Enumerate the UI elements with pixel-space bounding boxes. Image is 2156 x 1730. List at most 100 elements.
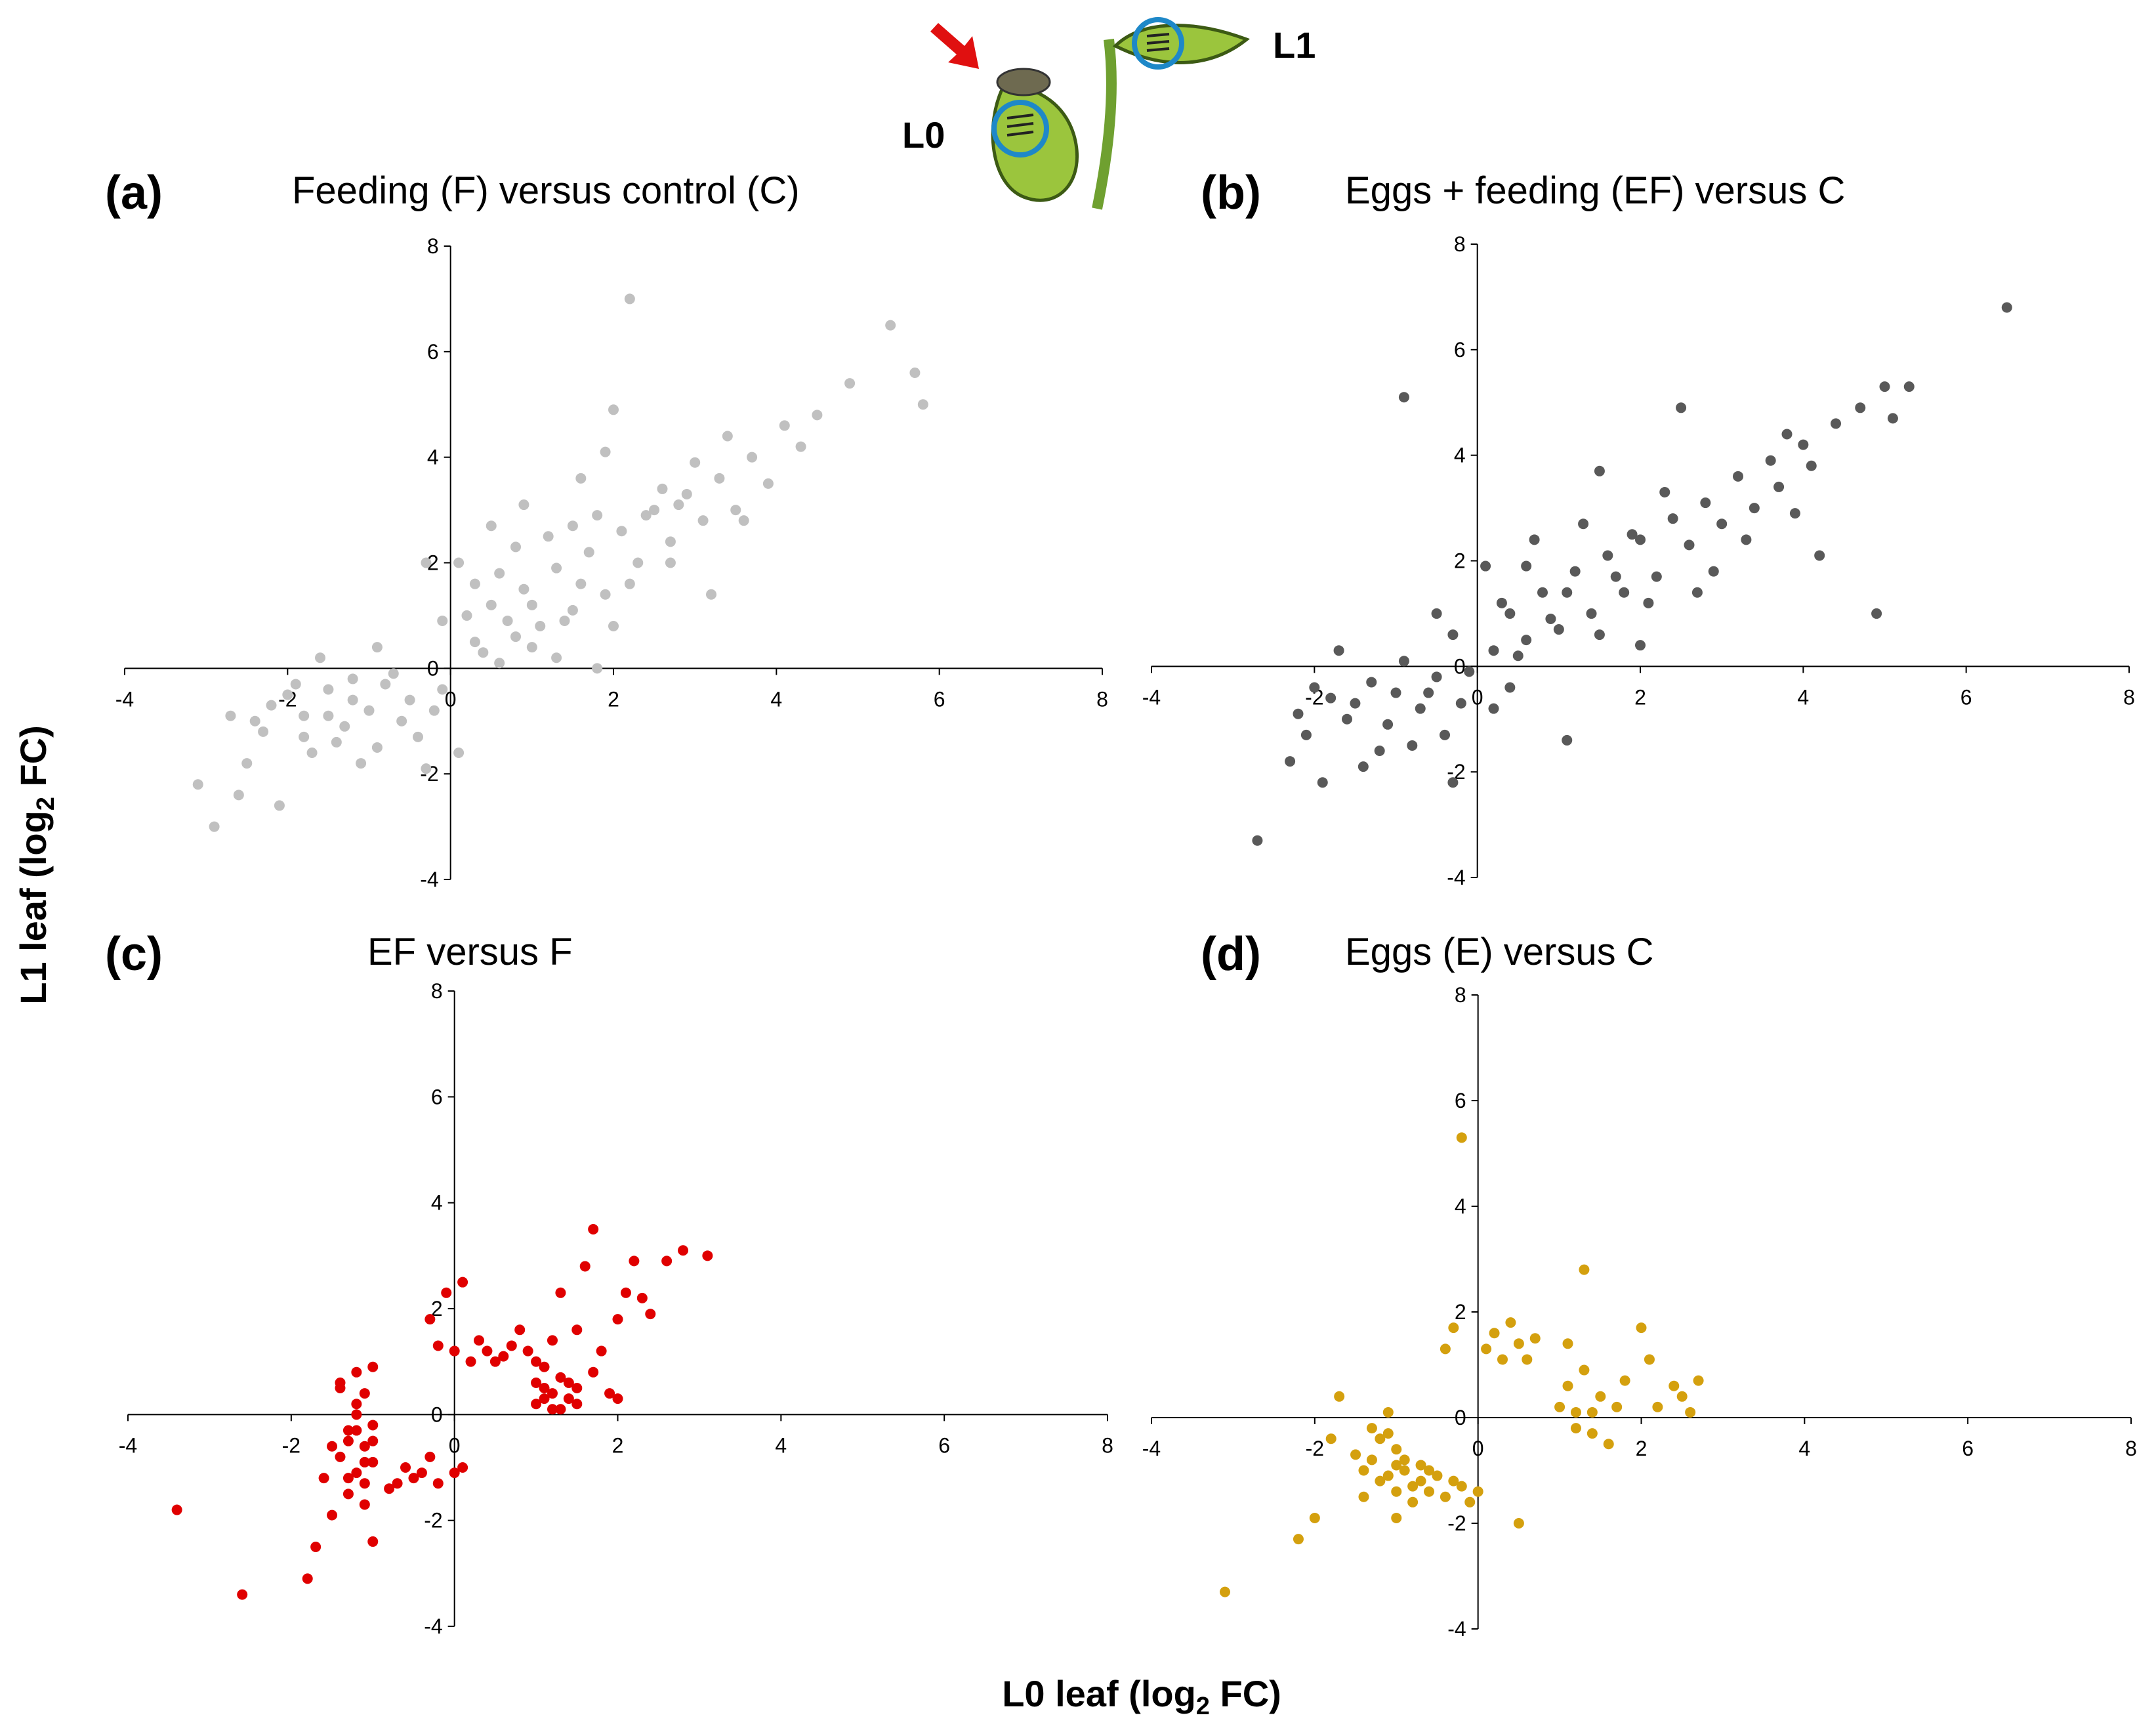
scatter-point	[359, 1478, 370, 1489]
scatter-point	[1456, 1481, 1467, 1492]
scatter-point	[844, 378, 856, 389]
panel-letter: (c)	[105, 928, 163, 981]
scatter-point	[432, 1340, 444, 1351]
x-tick-label: -2	[282, 1433, 301, 1457]
scatter-point	[673, 499, 684, 511]
y-tick-label: -4	[424, 1614, 442, 1638]
scatter-point	[408, 1473, 419, 1484]
scatter-point	[465, 1356, 476, 1367]
scatter-point	[1424, 1486, 1435, 1497]
scatter-point	[563, 1393, 574, 1404]
scatter-points	[192, 293, 928, 832]
scatter-point	[1448, 1475, 1459, 1487]
scatter-point	[531, 1377, 542, 1388]
scatter-point	[1733, 471, 1743, 482]
y-tick-label: 8	[427, 234, 439, 258]
scatter-point	[1391, 1486, 1402, 1497]
scatter-point	[469, 578, 480, 589]
scatter-point	[1472, 1486, 1483, 1497]
scatter-point	[1496, 597, 1507, 608]
scatter-point	[1398, 656, 1409, 667]
x-tick-label: -4	[119, 1433, 137, 1457]
x-tick-label: -2	[1306, 1437, 1324, 1460]
scatter-point	[543, 531, 554, 542]
scatter-point	[266, 700, 277, 711]
scatter-point	[432, 1478, 444, 1489]
scatter-point	[494, 658, 505, 669]
scatter-point	[575, 578, 587, 589]
x-tick-label: 0	[1472, 1437, 1484, 1460]
scatter-point	[551, 652, 562, 664]
scatter-point	[645, 1309, 656, 1320]
scatter-point	[1636, 1322, 1647, 1334]
scatter-point	[1424, 1465, 1435, 1476]
scatter-point	[1521, 560, 1532, 572]
scatter-point	[555, 1287, 566, 1298]
y-tick-label: 8	[1455, 983, 1466, 1007]
scatter-point	[1325, 692, 1337, 704]
x-tick-label: 4	[1798, 1437, 1810, 1460]
scatter-point	[1375, 1475, 1386, 1487]
panel-letter: (a)	[105, 167, 163, 219]
scatter-point	[535, 621, 546, 631]
y-tick-label: 2	[1454, 549, 1466, 573]
y-tick-label: -2	[1447, 1511, 1466, 1535]
scatter-point	[342, 1435, 354, 1446]
scatter-point	[1691, 587, 1703, 598]
scatter-point	[356, 758, 367, 769]
scatter-point	[730, 505, 741, 516]
scatter-point	[323, 710, 334, 721]
scatter-point	[1300, 729, 1312, 740]
scatter-point	[1545, 613, 1556, 624]
scatter-point	[567, 604, 578, 616]
scatter-point	[1489, 1328, 1500, 1339]
x-tick-label: 8	[2125, 1437, 2137, 1460]
scatter-points	[1219, 1132, 1704, 1597]
scatter-point	[1627, 529, 1638, 540]
scatter-point	[1773, 481, 1785, 492]
scatter-point	[347, 673, 358, 685]
y-tick-label: 6	[427, 340, 439, 364]
scatter-point	[1464, 1496, 1476, 1508]
scatter-point	[1431, 671, 1442, 683]
scatter-point	[335, 1451, 346, 1462]
panel-title: Eggs + feeding (EF) versus C	[1345, 169, 1845, 212]
axes: -4 -2 0 2 4 6 8 -4 -2 0 2 4 6 8	[1142, 983, 2137, 1641]
scatter-point	[632, 557, 644, 568]
scatter-point	[575, 473, 587, 484]
scatter-point	[579, 1261, 591, 1272]
scatter-point	[1334, 1391, 1345, 1402]
scatter-point	[1879, 381, 1890, 392]
scatter-point	[339, 721, 350, 732]
plant-stem	[1092, 39, 1117, 210]
scatter-point	[612, 1393, 623, 1404]
scatter-point	[1358, 1465, 1369, 1476]
scatter-point	[396, 715, 407, 727]
scatter-point	[1481, 1343, 1492, 1355]
scatter-point	[299, 731, 310, 742]
scatter-point	[473, 1335, 484, 1346]
scatter-point	[539, 1393, 550, 1404]
y-tick-label: -2	[424, 1509, 442, 1532]
insect-body	[996, 68, 1051, 96]
x-axis-label: L0 leaf (log2 FC)	[1002, 1673, 1281, 1720]
scatter-point	[1610, 571, 1621, 582]
scatter-point	[620, 1287, 631, 1298]
scatter-point	[363, 705, 375, 716]
scatter-point	[404, 694, 415, 706]
x-tick-label: 4	[1797, 685, 1809, 709]
scatter-point	[351, 1425, 362, 1436]
scatter-point	[526, 642, 537, 653]
scatter-point	[371, 642, 383, 653]
scatter-point	[306, 748, 318, 758]
scatter-point	[706, 589, 716, 600]
scatter-point	[421, 763, 432, 774]
x-tick-label: 4	[770, 687, 782, 711]
scatter-point	[1423, 687, 1434, 698]
leaf-l0	[991, 83, 1079, 202]
scatter-point	[909, 368, 921, 378]
scatter-point	[342, 1473, 354, 1484]
scatter-point	[1529, 1333, 1541, 1344]
scatter-point	[1562, 734, 1573, 746]
